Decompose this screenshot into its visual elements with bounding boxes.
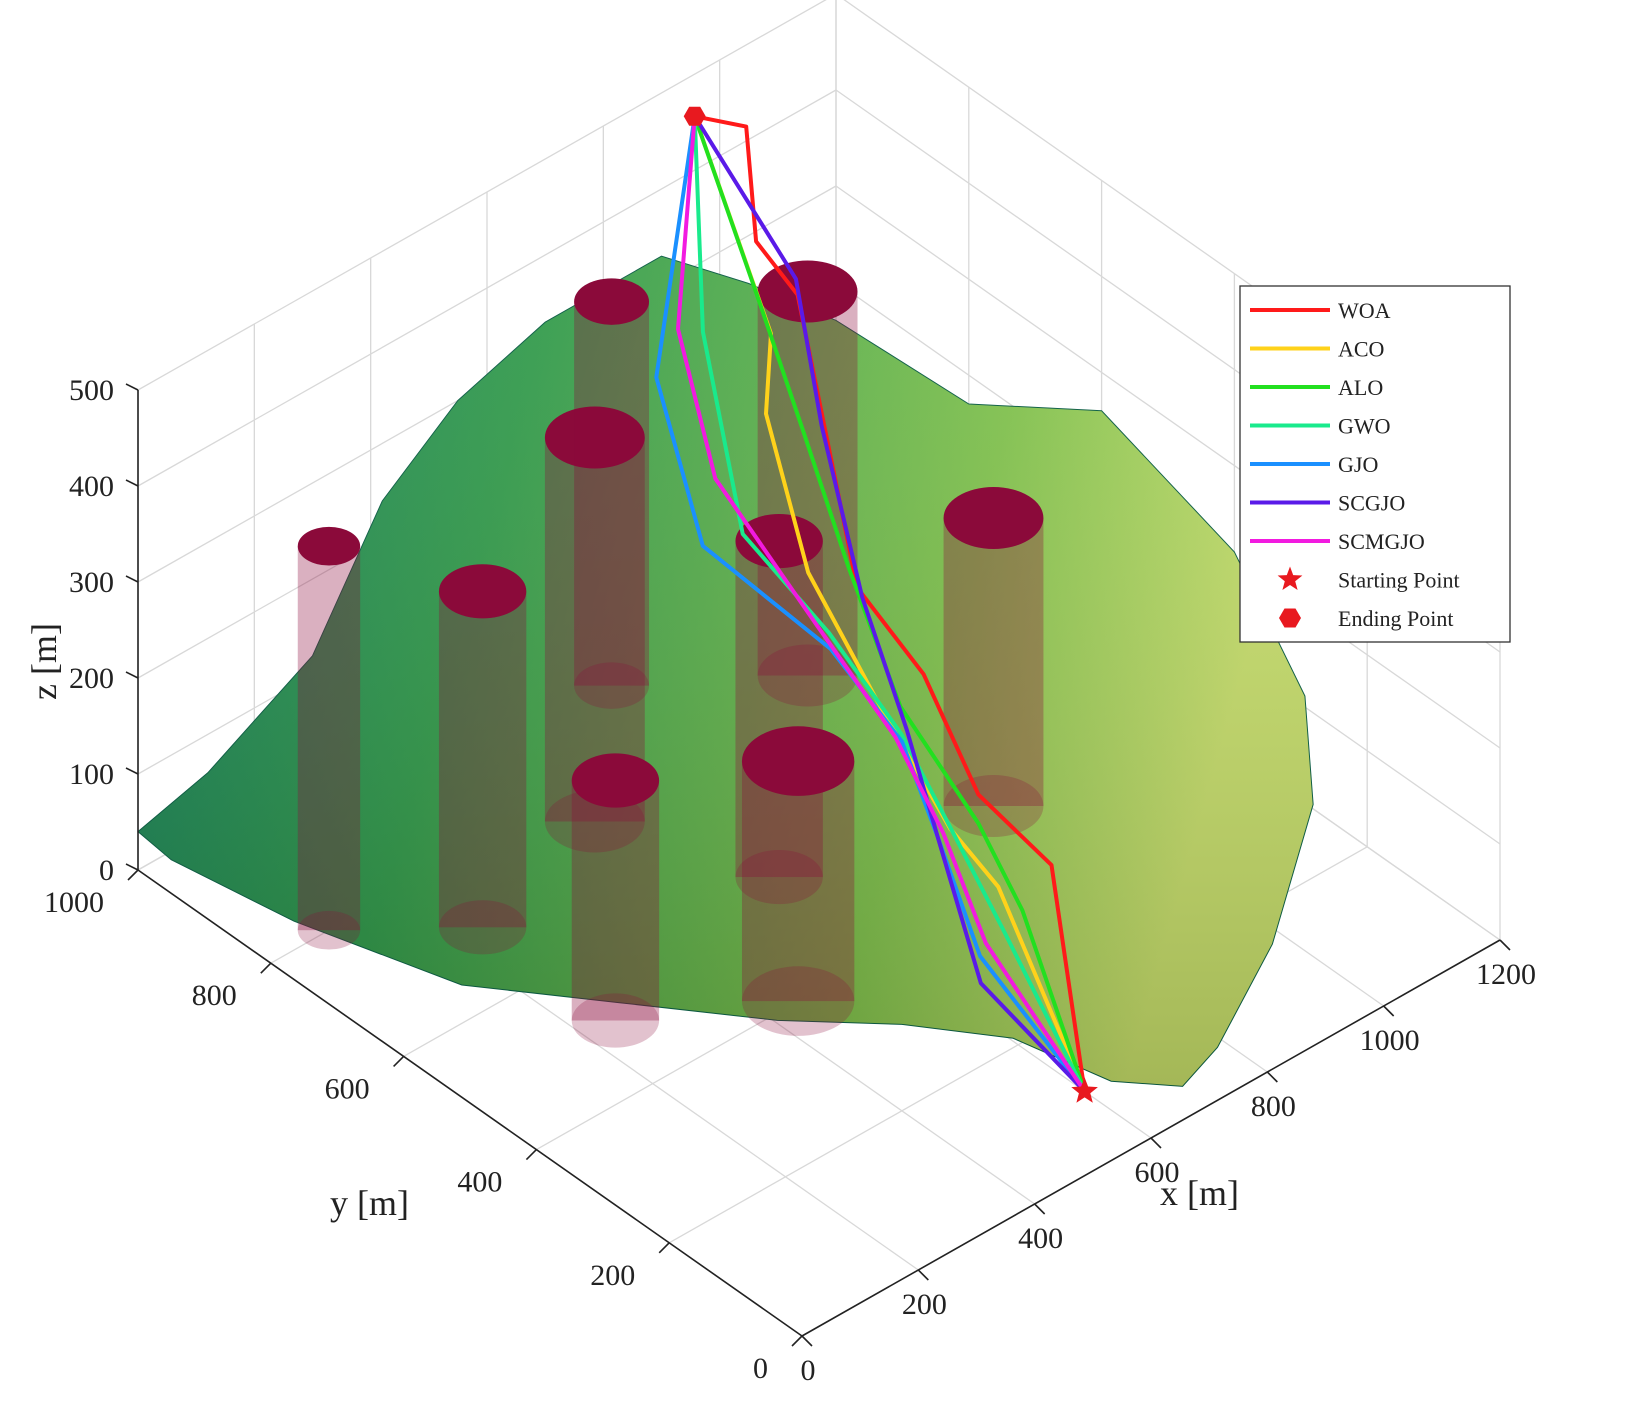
cylinder-top xyxy=(741,726,855,796)
cylinder-base xyxy=(735,849,823,905)
path-gwo xyxy=(692,116,1087,1093)
starting-point-marker xyxy=(1071,1077,1098,1103)
x-tick-mark xyxy=(1150,1137,1162,1149)
cylinder-body xyxy=(943,518,1044,806)
z-tick-mark xyxy=(125,863,139,871)
cylinder-base xyxy=(757,644,858,707)
x-tick-mark xyxy=(801,1335,813,1347)
y-tick-label: 0 xyxy=(753,1352,768,1385)
cylinder-base xyxy=(297,910,361,950)
ending-point-marker xyxy=(683,106,706,126)
cylinder-top xyxy=(757,260,858,323)
x-tick-mark xyxy=(1266,1071,1278,1083)
x-tick-mark xyxy=(1383,1005,1395,1017)
y-tick-mark xyxy=(525,1149,537,1161)
terrain-shading xyxy=(138,256,1314,1087)
legend: WOA ACO ALO GWO GJO SCGJO SCMGJO Starting Point… xyxy=(1239,285,1511,643)
legend-label: SCGJO xyxy=(1338,491,1405,516)
obstacle-cylinder xyxy=(741,726,855,1036)
cylinder-top xyxy=(297,526,361,566)
x-tick-mark xyxy=(917,1269,929,1281)
z-tick-mark xyxy=(125,575,139,583)
cylinder-top xyxy=(438,564,527,619)
cylinder-body xyxy=(735,541,823,878)
cylinder-base xyxy=(741,966,855,1036)
y-tick-mark xyxy=(127,869,139,881)
path-scgjo xyxy=(693,115,1087,1093)
z-tick-label: 0 xyxy=(99,854,114,887)
y-axis-label: y [m] xyxy=(330,1183,409,1223)
path-scmgjo xyxy=(676,116,1087,1093)
legend-label: ACO xyxy=(1338,337,1384,362)
y-tick-mark xyxy=(260,962,272,974)
cylinder-top xyxy=(943,487,1044,549)
cylinder-body xyxy=(741,761,855,1002)
x-tick-label: 800 xyxy=(1251,1090,1296,1123)
cylinder-base xyxy=(571,993,660,1048)
y-axis-line xyxy=(137,869,803,1337)
terrain-surface xyxy=(137,255,1314,1087)
path-aco xyxy=(692,115,1087,1093)
obstacle-cylinder xyxy=(943,487,1044,837)
z-tick-mark xyxy=(125,479,139,487)
z-tick-label: 500 xyxy=(69,374,114,407)
x-tick-mark xyxy=(1499,939,1511,951)
obstacle-layer xyxy=(297,260,1044,1048)
cylinder-top xyxy=(544,406,645,469)
cylinder-top xyxy=(574,278,650,325)
grid-line xyxy=(137,0,827,391)
x-tick-label: 400 xyxy=(1018,1222,1063,1255)
z-tick-label: 400 xyxy=(69,470,114,503)
axis-layer: 0200400600800100012000200400600800100001… xyxy=(44,374,1536,1387)
y-tick-label: 200 xyxy=(590,1259,635,1292)
y-tick-mark xyxy=(658,1242,670,1254)
cylinder-body xyxy=(571,780,660,1021)
obstacle-cylinder xyxy=(438,564,527,955)
x-tick-label: 600 xyxy=(1135,1156,1180,1189)
y-tick-label: 800 xyxy=(192,979,237,1012)
z-tick-mark xyxy=(125,767,139,775)
cylinder-base xyxy=(438,900,527,955)
path-layer xyxy=(654,106,1098,1103)
z-tick-mark xyxy=(125,671,139,679)
cylinder-top xyxy=(571,753,660,808)
cylinder-base xyxy=(574,662,650,709)
obstacle-cylinder xyxy=(574,278,650,709)
z-tick-label: 200 xyxy=(69,662,114,695)
z-axis-label: z [m] xyxy=(24,623,64,700)
x-tick-label: 0 xyxy=(801,1354,816,1387)
y-tick-label: 1000 xyxy=(44,886,104,919)
legend-label: GWO xyxy=(1338,414,1391,439)
legend-label: GJO xyxy=(1338,452,1378,477)
x-axis-label: x [m] xyxy=(1160,1173,1239,1213)
z-tick-mark xyxy=(125,383,139,391)
cylinder-body xyxy=(574,301,650,686)
cylinder-body xyxy=(297,546,361,931)
legend-label: Ending Point xyxy=(1338,606,1454,631)
x-tick-label: 1000 xyxy=(1360,1024,1420,1057)
legend-label: SCMGJO xyxy=(1338,529,1425,554)
obstacle-cylinder xyxy=(571,753,660,1048)
x-tick-mark xyxy=(1034,1203,1046,1215)
legend-start-marker xyxy=(1277,566,1303,590)
y-tick-label: 600 xyxy=(325,1072,370,1105)
legend-end-marker xyxy=(1279,608,1301,628)
x-tick-label: 200 xyxy=(902,1288,947,1321)
z-tick-label: 300 xyxy=(69,566,114,599)
cylinder-top xyxy=(735,513,823,569)
z-tick-label: 100 xyxy=(69,758,114,791)
legend-label: WOA xyxy=(1338,298,1391,323)
obstacle-cylinder xyxy=(297,526,361,950)
obstacle-cylinder xyxy=(735,513,823,905)
cylinder-base xyxy=(943,775,1044,837)
y-tick-mark xyxy=(791,1335,803,1347)
cylinder-body xyxy=(438,591,527,928)
y-tick-mark xyxy=(393,1055,405,1067)
y-tick-label: 400 xyxy=(457,1166,502,1199)
legend-label: ALO xyxy=(1338,375,1383,400)
x-tick-label: 1200 xyxy=(1476,958,1536,991)
legend-label: Starting Point xyxy=(1338,568,1460,593)
